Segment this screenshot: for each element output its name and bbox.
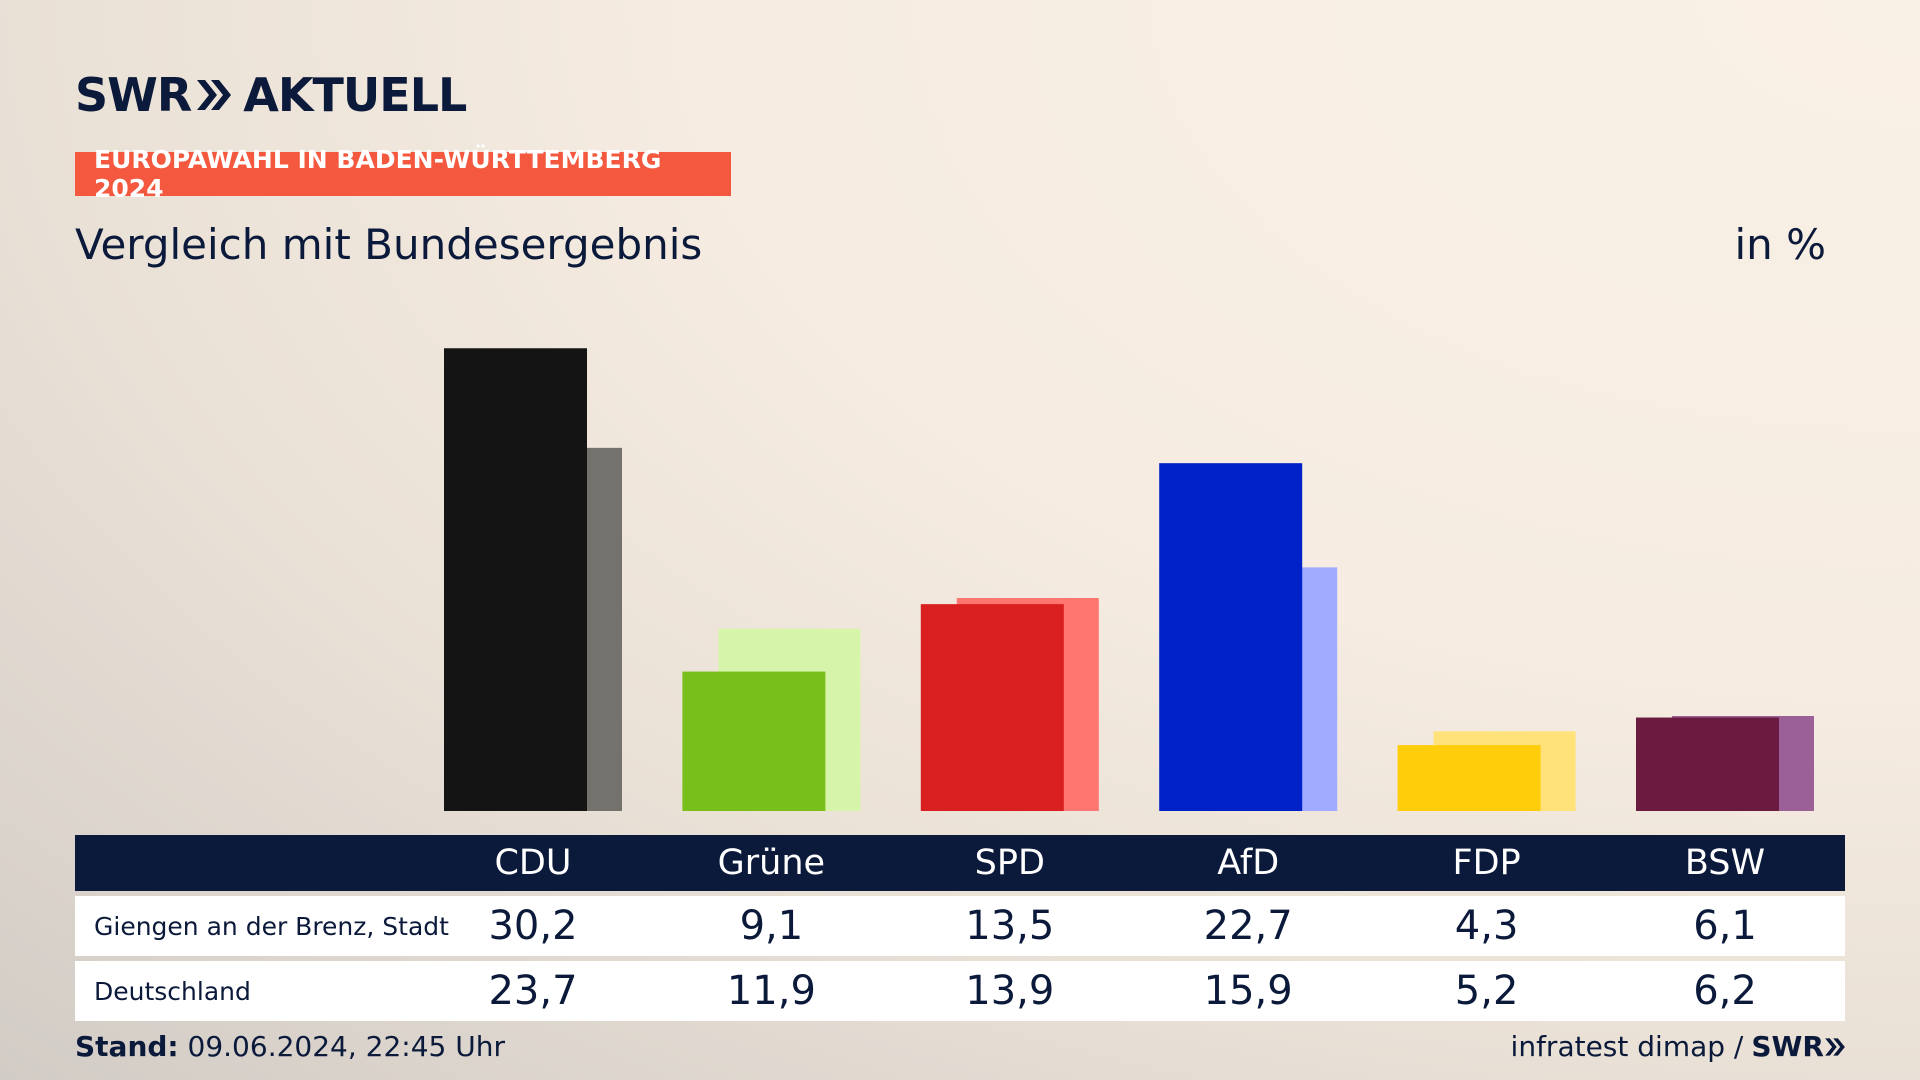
stand-label: Stand: xyxy=(75,1030,179,1063)
bar-chart xyxy=(444,348,1814,811)
value-national-afd: 15,9 xyxy=(1203,968,1293,1014)
party-header-afd: AfD xyxy=(1217,843,1280,883)
value-local-fdp: 4,3 xyxy=(1454,903,1519,949)
bar-local-grüne xyxy=(682,671,826,811)
party-header-fdp: FDP xyxy=(1452,843,1521,883)
value-national-bsw: 6,2 xyxy=(1693,968,1757,1014)
value-local-cdu: 30,2 xyxy=(488,903,578,949)
party-header-grüne: Grüne xyxy=(717,843,826,883)
logo-aktuell-text: AKTUELL xyxy=(243,68,467,122)
bar-local-afd xyxy=(1159,463,1303,811)
value-national-spd: 13,9 xyxy=(965,968,1055,1014)
logo-swr-text: SWR xyxy=(75,68,192,122)
row-label-national: Deutschland xyxy=(94,976,251,1006)
swr-small-logo: SWR xyxy=(1751,1030,1846,1063)
value-national-grüne: 11,9 xyxy=(726,968,816,1014)
bar-local-cdu xyxy=(444,348,587,811)
stand-value: 09.06.2024, 22:45 Uhr xyxy=(187,1030,505,1063)
table-header: CDU Grüne SPD AfD FDP BSW xyxy=(75,835,1845,891)
bar-local-fdp xyxy=(1397,745,1541,811)
source-credit: infratest dimap / SWR xyxy=(1511,1030,1846,1063)
swr-small-text: SWR xyxy=(1751,1030,1824,1063)
row-label-local: Giengen an der Brenz, Stadt xyxy=(94,911,449,941)
results-table: CDU Grüne SPD AfD FDP BSW Giengen an der Bren… xyxy=(75,835,1845,1021)
value-local-grüne: 9,1 xyxy=(739,903,804,949)
table-row-national: Deutschland 23,7 11,9 13,9 15,9 5,2 6,2 xyxy=(75,961,1845,1021)
timestamp: Stand: 09.06.2024, 22:45 Uhr xyxy=(75,1030,505,1063)
value-local-afd: 22,7 xyxy=(1203,903,1293,949)
unit-label: in % xyxy=(1734,220,1826,269)
source-text: infratest dimap / xyxy=(1510,1030,1744,1063)
party-header-bsw: BSW xyxy=(1684,843,1766,883)
chart-subtitle: Vergleich mit Bundesergebnis xyxy=(75,220,703,269)
party-header-spd: SPD xyxy=(974,843,1045,883)
value-national-fdp: 5,2 xyxy=(1454,968,1519,1014)
value-national-cdu: 23,7 xyxy=(488,968,578,1014)
value-local-spd: 13,5 xyxy=(965,903,1055,949)
swr-aktuell-logo: SWR AKTUELL xyxy=(75,68,467,122)
party-header-cdu: CDU xyxy=(494,843,572,883)
value-local-bsw: 6,1 xyxy=(1693,903,1757,949)
small-chevron-icon xyxy=(1825,1037,1845,1056)
bar-local-spd xyxy=(920,604,1064,811)
bar-local-bsw xyxy=(1636,717,1779,811)
table-row-local: Giengen an der Brenz, Stadt 30,2 9,1 13,5 2… xyxy=(75,896,1845,956)
double-chevron-icon xyxy=(195,78,233,112)
